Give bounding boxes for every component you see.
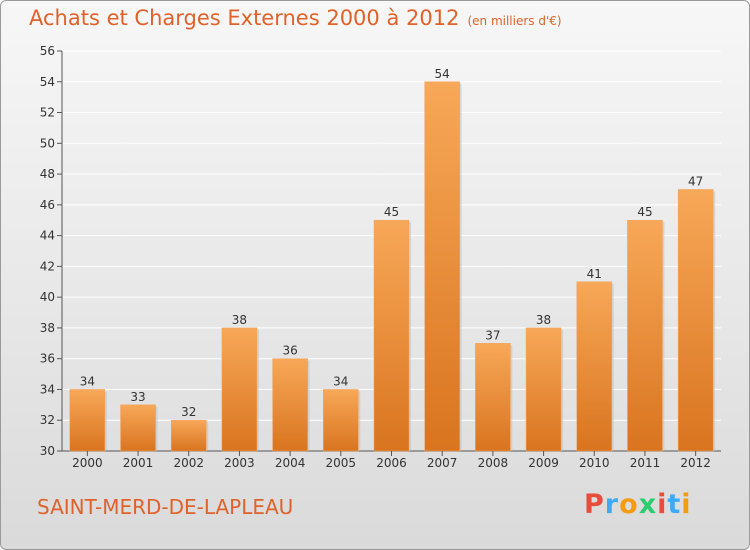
- bar-value-label: 41: [587, 267, 602, 281]
- y-tick-label: 40: [40, 290, 55, 304]
- bar: [627, 219, 663, 452]
- bar-value-label: 54: [435, 67, 450, 81]
- y-tick-label: 38: [40, 321, 55, 335]
- x-tick-label: 2005: [326, 456, 357, 470]
- bar-value-label: 34: [80, 374, 95, 388]
- bar-value-label: 45: [637, 205, 652, 219]
- x-tick-label: 2010: [579, 456, 610, 470]
- y-tick-label: 56: [40, 44, 55, 58]
- bar: [272, 358, 308, 452]
- place-name: SAINT-MERD-DE-LAPLEAU: [37, 495, 294, 519]
- proxiti-logo: Proxiti: [584, 489, 692, 520]
- bar: [120, 404, 156, 452]
- y-tick-label: 52: [40, 106, 55, 120]
- x-tick-label: 2009: [528, 456, 559, 470]
- x-tick-label: 2012: [680, 456, 711, 470]
- bar: [170, 419, 207, 452]
- title-text: Achats et Charges Externes 2000 à 2012: [29, 6, 460, 30]
- bar: [424, 81, 460, 452]
- x-tick-label: 2001: [123, 456, 154, 470]
- title-unit: (en milliers d'€): [467, 14, 562, 28]
- bar-value-label: 37: [485, 328, 500, 342]
- y-tick-label: 54: [40, 75, 55, 89]
- y-tick-label: 36: [40, 352, 55, 366]
- x-tick-label: 2008: [478, 456, 509, 470]
- bar: [221, 327, 258, 452]
- bar-value-label: 36: [282, 344, 297, 358]
- bar-value-label: 32: [181, 405, 196, 419]
- bar-value-label: 34: [333, 374, 348, 388]
- x-tick-label: 2007: [427, 456, 458, 470]
- x-tick-label: 2004: [275, 456, 306, 470]
- logo-letter: P: [584, 489, 605, 520]
- bar-value-label: 47: [688, 174, 703, 188]
- bar-value-label: 38: [536, 313, 551, 327]
- y-tick-label: 46: [40, 198, 55, 212]
- x-tick-label: 2006: [376, 456, 407, 470]
- y-tick-label: 48: [40, 167, 55, 181]
- logo-letter: r: [604, 489, 620, 520]
- bar: [576, 281, 613, 452]
- bar-value-label: 38: [232, 313, 247, 327]
- bar: [677, 189, 714, 452]
- bar: [373, 219, 410, 452]
- x-tick-label: 2002: [173, 456, 204, 470]
- logo-letter: o: [619, 489, 639, 520]
- bar-value-label: 45: [384, 205, 399, 219]
- y-tick-label: 44: [40, 229, 55, 243]
- bar: [69, 389, 106, 452]
- logo-letter: t: [667, 489, 682, 520]
- y-tick-label: 32: [40, 413, 55, 427]
- bar: [525, 327, 562, 452]
- y-tick-label: 30: [40, 444, 55, 458]
- y-tick-label: 42: [40, 259, 55, 273]
- bar-value-label: 33: [130, 390, 145, 404]
- bar: [323, 389, 359, 452]
- logo-letter: i: [657, 489, 668, 520]
- logo-letter: x: [638, 489, 658, 520]
- x-tick-label: 2000: [72, 456, 103, 470]
- x-tick-label: 2003: [224, 456, 255, 470]
- chart-title: Achats et Charges Externes 2000 à 2012 (e…: [29, 6, 562, 30]
- logo-letter: i: [681, 489, 692, 520]
- x-tick-label: 2011: [630, 456, 661, 470]
- bar: [475, 343, 511, 452]
- y-tick-label: 50: [40, 136, 55, 150]
- y-tick-label: 34: [40, 382, 55, 396]
